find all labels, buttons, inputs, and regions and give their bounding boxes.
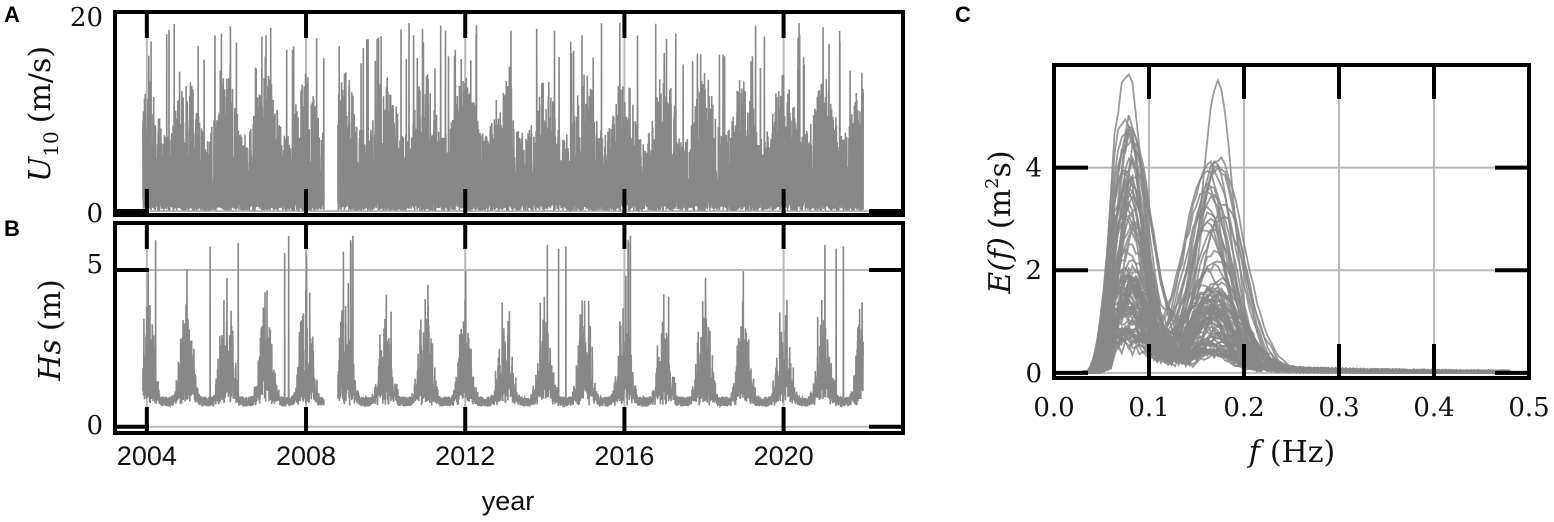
- panel-c-xticklabels: 0.0 0.1 0.2 0.3 0.4 0.5: [1033, 393, 1549, 423]
- c-yticklabel: 4: [1025, 154, 1042, 184]
- panel-c-series: [1082, 72, 1511, 375]
- b-series-line-1: [337, 235, 864, 409]
- panel-b-ylabel: Hs (m): [33, 279, 68, 381]
- panel-c-yticklabels: 0 2 4: [1025, 154, 1042, 389]
- panel-label-b: B: [4, 216, 20, 241]
- panel-a-chart: 0 20 U10 (m/s): [23, 3, 905, 229]
- panel-b-ytick-0: 0: [86, 411, 103, 441]
- svg-text:U10(m/s): U10 (m/s): [23, 46, 63, 182]
- panel-label-c: C: [955, 2, 971, 27]
- panel-b-xlabel: year: [482, 486, 535, 516]
- panel-a-frame: [113, 10, 905, 217]
- panel-a-ytick-20: 20: [70, 3, 103, 33]
- c-xticklabel: 0.3: [1318, 393, 1359, 423]
- panel-a-ytick-0: 0: [86, 199, 103, 229]
- a-series-line-1: [337, 22, 864, 213]
- svg-text:Hs(m): Hs (m): [33, 279, 68, 381]
- panel-a-series: [142, 22, 864, 213]
- panel-a-ylabel: U10 (m/s): [23, 46, 63, 182]
- panel-c-ylabel-sup: 2: [982, 178, 1003, 189]
- b-xticklabel: 2008: [276, 441, 336, 471]
- c-yticklabel: 2: [1025, 256, 1042, 286]
- panel-a-ylabel-sub: 10: [39, 131, 63, 156]
- panel-c-ticks: [1054, 65, 1529, 378]
- b-series-line-0: [142, 235, 325, 408]
- panel-b-ticks: [115, 223, 903, 433]
- panel-c-ylabel-tail: s): [983, 150, 1018, 177]
- panel-c-frame: [1052, 63, 1531, 380]
- b-xticklabel: 2012: [435, 441, 495, 471]
- a-series-line-0: [142, 23, 325, 212]
- svg-text:E(f)(m2s): E(f) (m2s): [982, 150, 1018, 294]
- panel-c-xlabel-unit: (Hz): [1270, 435, 1335, 470]
- c-xticklabel: 0.4: [1413, 393, 1454, 423]
- panel-b-frame: [113, 221, 905, 435]
- panel-c-chart: 0.0 0.1 0.2 0.3 0.4 0.5 024 f (Hz) E(f)(m2s): [982, 63, 1550, 470]
- b-xticklabel: 2020: [754, 441, 814, 471]
- panel-b-chart: 0 5 Hs (m) 2004 2008 2012 2016 2020 year: [33, 221, 905, 516]
- panel-b-ytick-5: 5: [86, 250, 103, 280]
- c-spectrum-line-89: [1082, 177, 1511, 375]
- c-xticklabel: 0.0: [1033, 393, 1074, 423]
- panel-b-ylabel-main: Hs: [33, 339, 68, 382]
- c-yticklabel: 0: [1025, 359, 1042, 389]
- panel-a-ylabel-main: U: [23, 155, 58, 182]
- panel-c-xlabel: f (Hz): [1247, 435, 1336, 470]
- panel-b-series: [142, 235, 864, 409]
- c-xticklabel: 0.1: [1128, 393, 1169, 423]
- panel-c-ylabel-main: E(f): [983, 237, 1018, 294]
- panel-b-ylabel-unit: (m): [33, 279, 68, 331]
- c-xticklabel: 0.5: [1508, 393, 1549, 423]
- b-xticklabel: 2016: [594, 441, 654, 471]
- panel-c-ylabel: E(f) (m2s): [982, 150, 1018, 294]
- panel-a-ylabel-unit: (m/s): [23, 46, 58, 123]
- c-xticklabel: 0.2: [1223, 393, 1264, 423]
- b-xticklabel: 2004: [117, 441, 177, 471]
- panel-c-ylabel-unit: (m: [983, 189, 1018, 229]
- panel-c-xlabel-main: f: [1247, 435, 1265, 470]
- panel-b-xticklabels: 2004 2008 2012 2016 2020: [117, 441, 814, 471]
- panel-label-a: A: [4, 2, 20, 27]
